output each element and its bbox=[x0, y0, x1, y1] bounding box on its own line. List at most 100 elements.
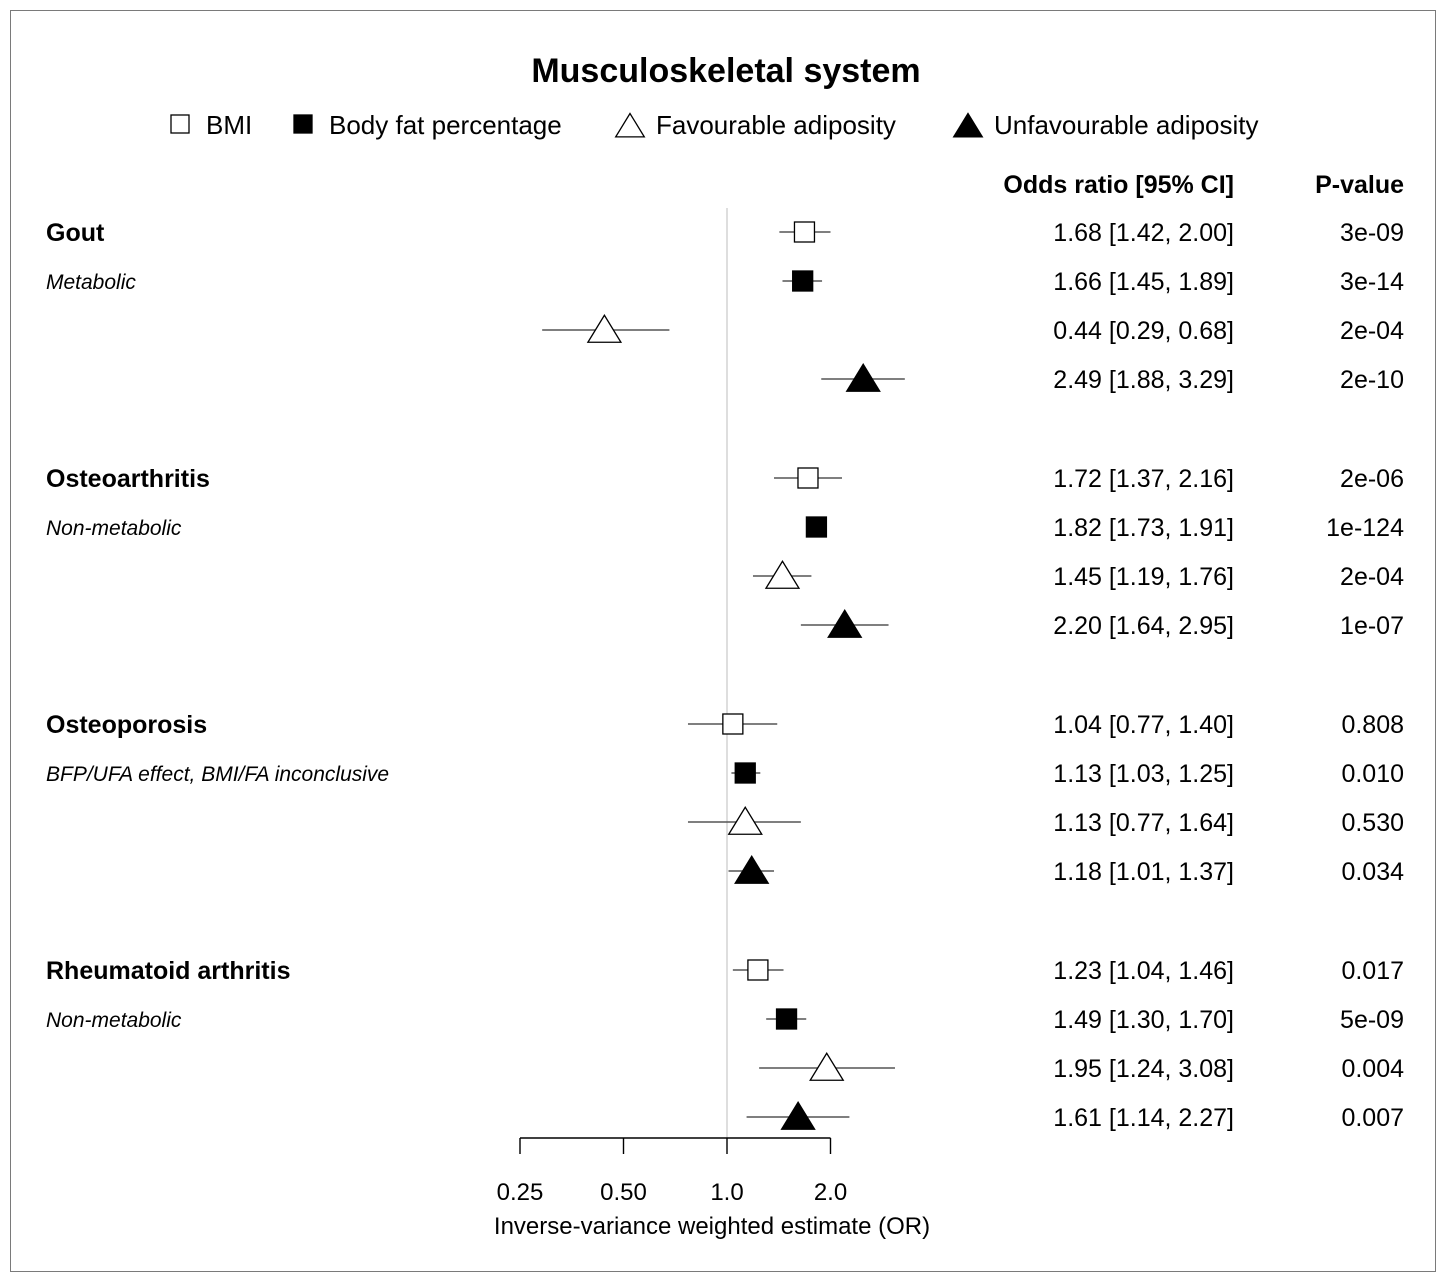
group-osteoporosis: Osteoporosis BFP/UFA effect, BMI/FA incon… bbox=[46, 711, 1404, 886]
odds-ratio-value: 1.45 [1.19, 1.76] bbox=[1053, 563, 1234, 591]
table-row: 1.13 [0.77, 1.64] 0.530 bbox=[687, 806, 1404, 837]
point-estimate-triangle bbox=[845, 363, 881, 392]
point-estimate-square bbox=[775, 1008, 798, 1030]
table-row: 1.95 [1.24, 3.08] 0.004 bbox=[759, 1052, 1404, 1083]
outcome-label: Osteoporosis bbox=[46, 711, 207, 739]
table-row: 1.18 [1.01, 1.37] 0.034 bbox=[728, 855, 1404, 886]
table-row: 1.45 [1.19, 1.76] 2e-04 bbox=[752, 560, 1404, 591]
odds-ratio-value: 2.49 [1.88, 3.29] bbox=[1053, 366, 1234, 394]
p-value: 2e-04 bbox=[1340, 317, 1404, 345]
odds-ratio-value: 1.72 [1.37, 2.16] bbox=[1053, 465, 1234, 493]
table-row: 1.13 [1.03, 1.25] 0.010 bbox=[731, 760, 1404, 788]
odds-ratio-value: 1.66 [1.45, 1.89] bbox=[1053, 268, 1234, 296]
column-header-estimate: Odds ratio [95% CI] bbox=[1003, 171, 1234, 199]
legend-item-bmi: BMI bbox=[170, 110, 252, 140]
legend-item-unfavourable-adiposity: Unfavourable adiposity bbox=[952, 110, 1259, 140]
x-tick-label: 2.0 bbox=[814, 1179, 847, 1206]
odds-ratio-value: 2.20 [1.64, 2.95] bbox=[1053, 612, 1234, 640]
legend-bmi-square-marker bbox=[170, 114, 190, 134]
table-row: 1.61 [1.14, 2.27] 0.007 bbox=[746, 1101, 1404, 1132]
table-row: 0.44 [0.29, 0.68] 2e-04 bbox=[542, 314, 1404, 345]
odds-ratio-value: 1.49 [1.30, 1.70] bbox=[1053, 1006, 1234, 1034]
forest-rows: Gout Metabolic 1.68 [1.42, 2.00] 3e-09 1.66 … bbox=[46, 219, 1404, 1132]
p-value: 0.007 bbox=[1341, 1104, 1404, 1132]
odds-ratio-value: 1.04 [0.77, 1.40] bbox=[1053, 711, 1234, 739]
p-value: 3e-14 bbox=[1340, 268, 1404, 296]
point-estimate-square bbox=[793, 221, 816, 243]
column-header-pvalue: P-value bbox=[1315, 171, 1404, 199]
point-estimate-triangle bbox=[586, 314, 623, 343]
outcome-subtitle: Non-metabolic bbox=[46, 1009, 182, 1032]
p-value: 0.017 bbox=[1341, 957, 1404, 985]
odds-ratio-value: 1.18 [1.01, 1.37] bbox=[1053, 858, 1234, 886]
point-estimate-square bbox=[747, 959, 769, 981]
legend-item-favourable-adiposity: Favourable adiposity bbox=[614, 110, 896, 140]
point-estimate-square bbox=[792, 270, 814, 292]
legend-label-body-fat-percentage: Body fat percentage bbox=[329, 110, 562, 140]
odds-ratio-value: 1.61 [1.14, 2.27] bbox=[1053, 1104, 1234, 1132]
odds-ratio-value: 1.68 [1.42, 2.00] bbox=[1053, 219, 1234, 247]
legend-body-fat-percentage-square-marker bbox=[293, 114, 313, 134]
odds-ratio-value: 1.23 [1.04, 1.46] bbox=[1053, 957, 1234, 985]
p-value: 1e-07 bbox=[1340, 612, 1404, 640]
table-row: 2.49 [1.88, 3.29] 2e-10 bbox=[821, 363, 1404, 394]
point-estimate-triangle bbox=[727, 806, 763, 835]
group-rheumatoid-arthritis: Rheumatoid arthritis Non-metabolic 1.23 [1… bbox=[46, 957, 1404, 1132]
table-row: 1.72 [1.37, 2.16] 2e-06 bbox=[774, 465, 1404, 493]
x-tick-label: 0.25 bbox=[497, 1179, 544, 1206]
table-row: 1.04 [0.77, 1.40] 0.808 bbox=[687, 711, 1404, 739]
chart-frame bbox=[10, 10, 1436, 1272]
odds-ratio-value: 0.44 [0.29, 0.68] bbox=[1053, 317, 1234, 345]
point-estimate-square bbox=[722, 713, 744, 735]
chart-title: Musculoskeletal system bbox=[531, 52, 920, 90]
x-tick-label: 1.0 bbox=[710, 1179, 743, 1206]
x-tick-label: 0.50 bbox=[600, 1179, 647, 1206]
table-row: 1.82 [1.73, 1.91] 1e-124 bbox=[805, 514, 1404, 542]
x-axis: 0.25 0.50 1.0 2.0 bbox=[497, 1137, 847, 1206]
legend-label-favourable-adiposity: Favourable adiposity bbox=[656, 110, 896, 140]
point-estimate-triangle bbox=[764, 560, 801, 589]
table-row: 1.66 [1.45, 1.89] 3e-14 bbox=[782, 268, 1404, 296]
odds-ratio-value: 1.13 [1.03, 1.25] bbox=[1053, 760, 1234, 788]
outcome-subtitle: BFP/UFA effect, BMI/FA inconclusive bbox=[46, 763, 389, 786]
table-row: 2.20 [1.64, 2.95] 1e-07 bbox=[800, 609, 1404, 640]
point-estimate-square bbox=[734, 762, 756, 784]
legend-item-body-fat-percentage: Body fat percentage bbox=[293, 110, 562, 140]
legend: BMI Body fat percentage Favourable adiposi… bbox=[170, 110, 1259, 140]
table-row: 1.68 [1.42, 2.00] 3e-09 bbox=[779, 219, 1404, 247]
p-value: 2e-04 bbox=[1340, 563, 1404, 591]
legend-label-unfavourable-adiposity: Unfavourable adiposity bbox=[994, 110, 1259, 140]
legend-favourable-adiposity-triangle-marker bbox=[614, 112, 646, 138]
odds-ratio-value: 1.95 [1.24, 3.08] bbox=[1053, 1055, 1234, 1083]
table-row: 1.23 [1.04, 1.46] 0.017 bbox=[732, 957, 1404, 985]
outcome-subtitle: Non-metabolic bbox=[46, 517, 182, 540]
legend-unfavourable-adiposity-triangle-marker bbox=[952, 112, 984, 138]
table-row: 1.49 [1.30, 1.70] 5e-09 bbox=[766, 1006, 1404, 1034]
p-value: 1e-124 bbox=[1326, 514, 1404, 542]
p-value: 0.808 bbox=[1341, 711, 1404, 739]
outcome-label: Rheumatoid arthritis bbox=[46, 957, 290, 985]
odds-ratio-value: 1.13 [0.77, 1.64] bbox=[1053, 809, 1234, 837]
group-gout: Gout Metabolic 1.68 [1.42, 2.00] 3e-09 1.66 … bbox=[46, 219, 1404, 394]
point-estimate-square bbox=[797, 467, 819, 489]
p-value: 0.004 bbox=[1341, 1055, 1404, 1083]
p-value: 3e-09 bbox=[1340, 219, 1404, 247]
p-value: 2e-10 bbox=[1340, 366, 1404, 394]
p-value: 2e-06 bbox=[1340, 465, 1404, 493]
point-estimate-triangle bbox=[809, 1052, 845, 1081]
p-value: 5e-09 bbox=[1340, 1006, 1404, 1034]
point-estimate-square bbox=[805, 516, 828, 538]
odds-ratio-value: 1.82 [1.73, 1.91] bbox=[1053, 514, 1234, 542]
point-estimate-triangle bbox=[780, 1101, 816, 1130]
outcome-label: Osteoarthritis bbox=[46, 465, 210, 493]
point-estimate-triangle bbox=[827, 609, 863, 638]
point-estimate-triangle bbox=[734, 855, 770, 884]
group-osteoarthritis: Osteoarthritis Non-metabolic 1.72 [1.37, 2… bbox=[46, 465, 1404, 640]
p-value: 0.530 bbox=[1341, 809, 1404, 837]
x-axis-label: Inverse-variance weighted estimate (OR) bbox=[494, 1213, 930, 1240]
legend-label-bmi: BMI bbox=[206, 110, 252, 140]
outcome-label: Gout bbox=[46, 219, 105, 247]
p-value: 0.010 bbox=[1341, 760, 1404, 788]
outcome-subtitle: Metabolic bbox=[46, 271, 136, 294]
